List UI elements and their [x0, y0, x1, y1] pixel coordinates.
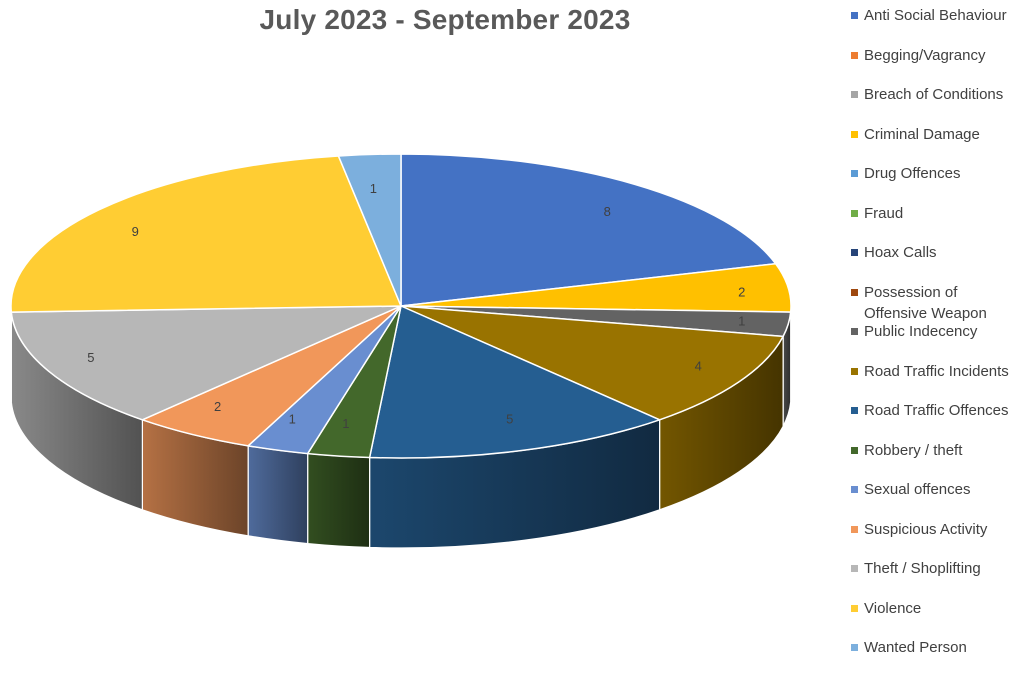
data-label-public-indecency: 1 — [738, 313, 745, 328]
legend-item-drug-offences: Drug Offences — [851, 163, 1023, 203]
legend-item-wanted-person: Wanted Person — [851, 637, 1023, 677]
legend-swatch — [851, 12, 858, 19]
legend-label: Begging/Vagrancy — [864, 47, 985, 64]
legend-item-anti-social-behaviour: Anti Social Behaviour — [851, 5, 1023, 45]
legend-item-public-indecency: Public Indecency — [851, 321, 1023, 361]
legend-swatch — [851, 328, 858, 335]
legend-label: Fraud — [864, 205, 903, 222]
legend-label: Robbery / theft — [864, 442, 962, 459]
legend-item-suspicious-activity: Suspicious Activity — [851, 519, 1023, 559]
data-label-road-traffic-incidents: 4 — [695, 358, 702, 373]
legend-swatch — [851, 447, 858, 454]
legend-swatch — [851, 131, 858, 138]
legend-swatch — [851, 170, 858, 177]
legend-item-violence: Violence — [851, 598, 1023, 638]
legend-swatch — [851, 565, 858, 572]
data-label-suspicious-activity: 2 — [214, 399, 221, 414]
legend-swatch — [851, 407, 858, 414]
legend-item-criminal-damage: Criminal Damage — [851, 124, 1023, 164]
data-label-violence: 9 — [132, 224, 139, 239]
legend-swatch — [851, 52, 858, 59]
legend-label: Road Traffic Incidents — [864, 363, 1009, 380]
legend-item-theft-shoplifting: Theft / Shoplifting — [851, 558, 1023, 598]
legend-swatch — [851, 289, 858, 296]
legend-swatch — [851, 368, 858, 375]
legend-label: Road Traffic Offences — [864, 402, 1009, 419]
data-label-wanted-person: 1 — [370, 181, 377, 196]
legend-label: Hoax Calls — [864, 244, 937, 261]
legend-label: Drug Offences — [864, 165, 960, 182]
legend-swatch — [851, 526, 858, 533]
pie-chart: 8 2 1 4 5 1 1 2 5 9 1 — [0, 0, 845, 658]
legend-swatch — [851, 91, 858, 98]
data-label-road-traffic-offences: 5 — [506, 412, 513, 427]
legend-item-begging-vagrancy: Begging/Vagrancy — [851, 45, 1023, 85]
legend-label: Breach of Conditions — [864, 86, 1003, 103]
pie-side-robbery-theft — [308, 454, 370, 548]
legend-item-hoax-calls: Hoax Calls — [851, 242, 1023, 282]
legend-item-road-traffic-offences: Road Traffic Offences — [851, 400, 1023, 440]
chart-legend: Anti Social Behaviour Begging/Vagrancy Bre… — [851, 5, 1023, 677]
legend-label: Theft / Shoplifting — [864, 560, 981, 577]
legend-item-fraud: Fraud — [851, 203, 1023, 243]
pie-side-sexual-offences — [248, 446, 308, 544]
legend-label: Criminal Damage — [864, 126, 980, 143]
legend-label: Sexual offences — [864, 481, 970, 498]
legend-item-sexual-offences: Sexual offences — [851, 479, 1023, 519]
legend-label: Anti Social Behaviour — [864, 7, 1007, 24]
legend-label: Wanted Person — [864, 639, 967, 656]
data-label-robbery-theft: 1 — [342, 416, 349, 431]
legend-item-road-traffic-incidents: Road Traffic Incidents — [851, 361, 1023, 401]
legend-item-breach-of-conditions: Breach of Conditions — [851, 84, 1023, 124]
legend-item-robbery-theft: Robbery / theft — [851, 440, 1023, 480]
legend-swatch — [851, 486, 858, 493]
legend-label: Suspicious Activity — [864, 521, 987, 538]
data-label-criminal-damage: 2 — [738, 285, 745, 300]
data-label-sexual-offences: 1 — [289, 412, 296, 427]
legend-swatch — [851, 210, 858, 217]
legend-label: Possession of Offensive Weapon — [864, 284, 987, 322]
legend-swatch — [851, 249, 858, 256]
pie-slice-violence — [11, 156, 401, 312]
legend-item-possession-of-offensive-weapon: Possession of Offensive Weapon — [851, 282, 1023, 322]
legend-swatch — [851, 605, 858, 612]
data-label-anti-social-behaviour: 8 — [604, 204, 611, 219]
data-label-theft-shoplifting: 5 — [87, 350, 94, 365]
legend-swatch — [851, 644, 858, 651]
pie-slices — [11, 154, 791, 458]
legend-label: Violence — [864, 600, 921, 617]
legend-label: Public Indecency — [864, 323, 977, 340]
